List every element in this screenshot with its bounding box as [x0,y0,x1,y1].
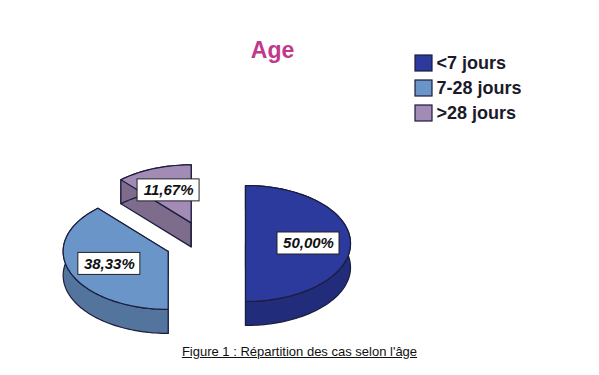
svg-text:7-28 jours: 7-28 jours [437,78,522,98]
svg-text:>28 jours: >28 jours [437,103,517,123]
svg-text:<7 jours: <7 jours [437,53,507,73]
svg-text:Age: Age [251,37,294,63]
svg-text:11,67%: 11,67% [144,181,194,198]
html-text:Figure 1 : Répartition des cas: Figure 1 : Répartition des cas selon l'â… [181,344,418,359]
svg-text:38,33%: 38,33% [84,255,135,272]
svg-text:50,00%: 50,00% [283,234,334,251]
